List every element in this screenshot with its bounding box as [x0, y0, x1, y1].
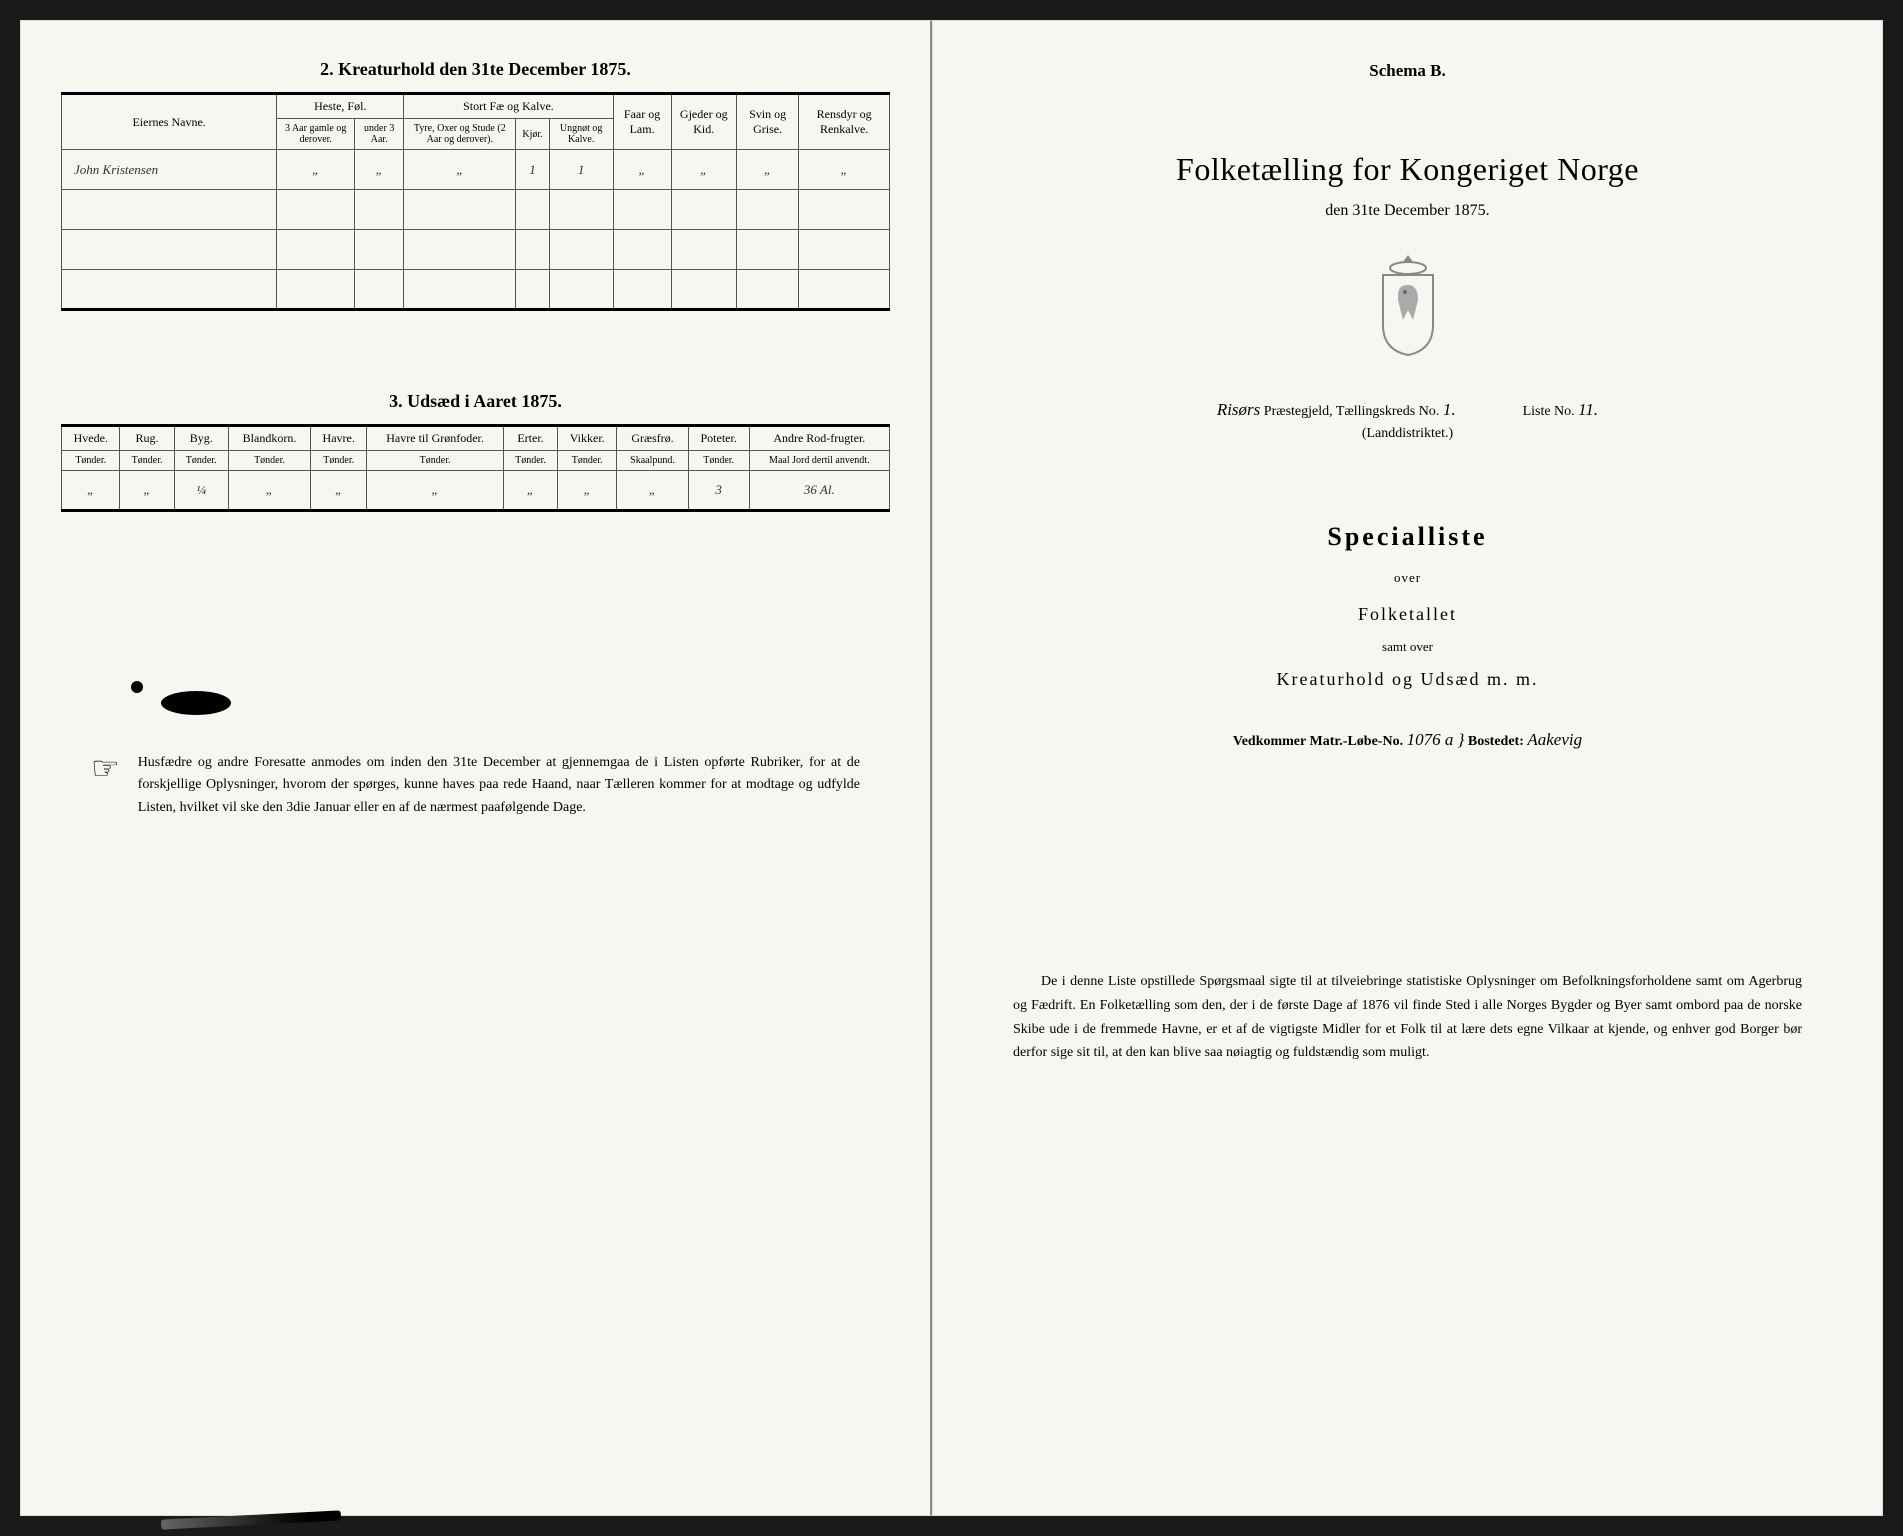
schema-label: Schema B. [993, 61, 1822, 81]
th-graesfro: Græsfrø. [617, 426, 688, 451]
cell: „ [613, 150, 671, 190]
cell-name: John Kristensen [62, 150, 277, 190]
cell: 1 [516, 150, 549, 190]
sub-fae2: Kjør. [516, 119, 549, 150]
th-erter: Erter. [503, 426, 557, 451]
pointing-hand-icon: ☞ [91, 752, 120, 819]
th-poteter: Poteter. [688, 426, 749, 451]
over-line: over [993, 570, 1822, 586]
unit: Tønder. [558, 451, 617, 471]
th-svin: Svin og Grise. [736, 94, 798, 150]
sub-heste2: under 3 Aar. [355, 119, 404, 150]
th-havregron: Havre til Grønfoder. [367, 426, 504, 451]
th-faar: Faar og Lam. [613, 94, 671, 150]
cell: „ [62, 471, 120, 511]
right-notice: De i denne Liste opstillede Spørgsmaal s… [993, 970, 1822, 1065]
ink-dot [131, 681, 143, 693]
pen-object [161, 1510, 341, 1529]
right-page: Schema B. Folketælling for Kongeriget No… [932, 20, 1883, 1516]
th-byg: Byg. [174, 426, 228, 451]
vedkommer-line: Vedkommer Matr.-Løbe-No. 1076 a } Bosted… [993, 730, 1822, 750]
cell: „ [503, 471, 557, 511]
section2-title: 2. Kreaturhold den 31te December 1875. [61, 59, 890, 80]
matr-no: 1076 a } [1407, 730, 1465, 749]
th-gjeder: Gjeder og Kid. [671, 94, 736, 150]
liste-label: Liste No. [1523, 404, 1579, 419]
th-heste: Heste, Føl. [277, 94, 404, 119]
sub-fae3: Ungnøt og Kalve. [549, 119, 613, 150]
cell: ¼ [174, 471, 228, 511]
th-hvede: Hvede. [62, 426, 120, 451]
left-notice: ☞ Husfædre og andre Foresatte anmodes om… [61, 752, 890, 819]
cell: „ [617, 471, 688, 511]
sub-heste1: 3 Aar gamle og derover. [277, 119, 355, 150]
unit: Tønder. [120, 451, 174, 471]
cell: „ [228, 471, 310, 511]
table-row: „ „ ¼ „ „ „ „ „ „ 3 36 Al. [62, 471, 890, 511]
cell: „ [277, 150, 355, 190]
unit: Tønder. [62, 451, 120, 471]
bostedet-label: Bostedet: [1468, 734, 1528, 749]
main-title: Folketælling for Kongeriget Norge [993, 151, 1822, 188]
table-row [62, 190, 890, 230]
th-andre: Andre Rod-frugter. [749, 426, 889, 451]
cell: 3 [688, 471, 749, 511]
unit: Tønder. [688, 451, 749, 471]
kreatur-table: Eiernes Navne. Heste, Føl. Stort Fæ og K… [61, 92, 890, 311]
unit: Tønder. [311, 451, 367, 471]
table-row: John Kristensen „ „ „ 1 1 „ „ „ „ [62, 150, 890, 190]
unit: Skaalpund. [617, 451, 688, 471]
unit: Tønder. [503, 451, 557, 471]
parish-line: Risørs Præstegjeld, Tællingskreds No. 1.… [993, 400, 1822, 420]
landdistrikt: (Landdistriktet.) [993, 426, 1822, 442]
kreatur-line: Kreaturhold og Udsæd m. m. [993, 669, 1822, 690]
table-row [62, 230, 890, 270]
cell: „ [736, 150, 798, 190]
th-blandkorn: Blandkorn. [228, 426, 310, 451]
subtitle: den 31te December 1875. [993, 202, 1822, 220]
section3-title: 3. Udsæd i Aaret 1875. [61, 391, 890, 412]
liste-no: 11. [1578, 400, 1598, 419]
cell: „ [355, 150, 404, 190]
udsaed-table: Hvede. Rug. Byg. Blandkorn. Havre. Havre… [61, 424, 890, 512]
th-owner: Eiernes Navne. [62, 94, 277, 150]
vedkommer-label: Vedkommer Matr.-Løbe-No. [1233, 734, 1407, 749]
kreds-no: 1. [1443, 400, 1456, 419]
th-rug: Rug. [120, 426, 174, 451]
table2-wrap: Eiernes Navne. Heste, Føl. Stort Fæ og K… [61, 92, 890, 311]
unit: Tønder. [367, 451, 504, 471]
book-spread: 2. Kreaturhold den 31te December 1875. E… [20, 20, 1883, 1516]
ink-blot [161, 691, 231, 715]
bostedet: Aakevig [1527, 730, 1582, 749]
cell: „ [558, 471, 617, 511]
unit: Tønder. [228, 451, 310, 471]
folketallet: Folketallet [993, 604, 1822, 625]
cell: 36 Al. [749, 471, 889, 511]
cell: „ [311, 471, 367, 511]
th-vikker: Vikker. [558, 426, 617, 451]
cell: 1 [549, 150, 613, 190]
left-page: 2. Kreaturhold den 31te December 1875. E… [20, 20, 932, 1516]
parish-label: Præstegjeld, Tællingskreds No. [1264, 404, 1443, 419]
unit: Maal Jord dertil anvendt. [749, 451, 889, 471]
cell: „ [404, 150, 516, 190]
samt-over: samt over [993, 639, 1822, 655]
sub-fae1: Tyre, Oxer og Stude (2 Aar og derover). [404, 119, 516, 150]
th-fae: Stort Fæ og Kalve. [404, 94, 613, 119]
cell: „ [671, 150, 736, 190]
special-title: Specialliste [993, 522, 1822, 552]
table3-wrap: Hvede. Rug. Byg. Blandkorn. Havre. Havre… [61, 424, 890, 512]
parish-name: Risørs [1217, 400, 1260, 419]
cell: „ [120, 471, 174, 511]
table-row [62, 270, 890, 310]
unit: Tønder. [174, 451, 228, 471]
notice-text: Husfædre og andre Foresatte anmodes om i… [138, 752, 860, 819]
coat-of-arms-icon [1358, 250, 1458, 360]
th-rensdyr: Rensdyr og Renkalve. [799, 94, 890, 150]
th-havre: Havre. [311, 426, 367, 451]
cell: „ [799, 150, 890, 190]
cell: „ [367, 471, 504, 511]
